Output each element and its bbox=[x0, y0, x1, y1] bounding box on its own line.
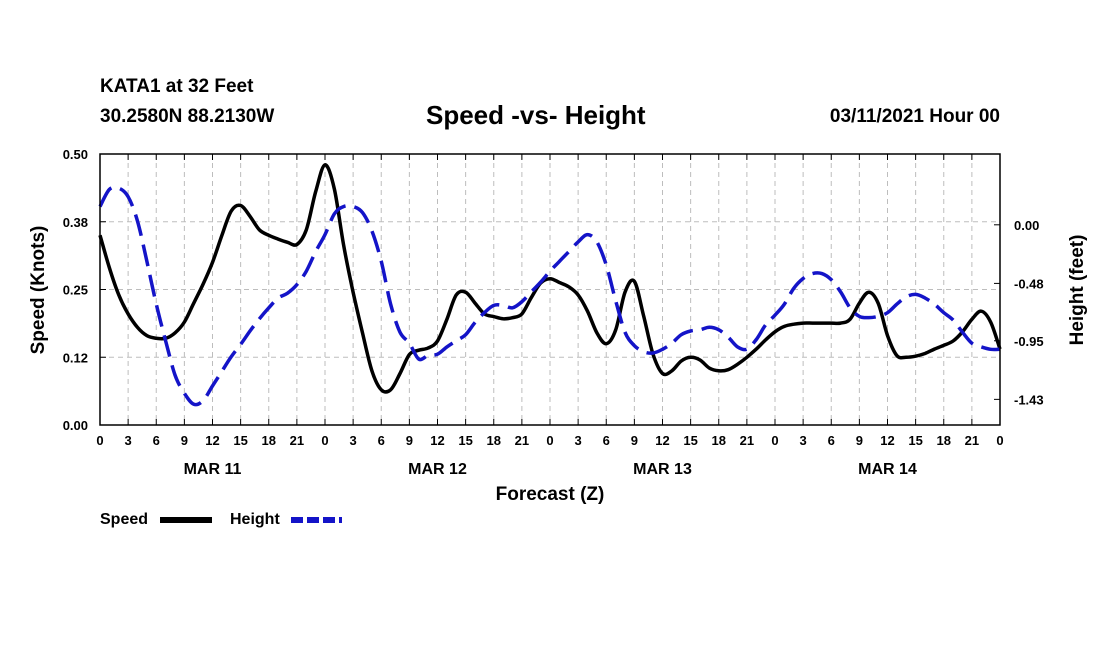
legend-height-label: Height bbox=[230, 511, 280, 528]
label-layer: Forecast (Z) Speed (Knots) Height (feet) bbox=[28, 226, 1088, 505]
x-tick-label: 21 bbox=[965, 433, 979, 448]
y-right-tick-label: 0.00 bbox=[1014, 218, 1039, 233]
x-tick-label: 15 bbox=[233, 433, 247, 448]
day-label: MAR 14 bbox=[858, 461, 917, 478]
x-tick-label: 3 bbox=[350, 433, 357, 448]
x-tick-label: 15 bbox=[458, 433, 472, 448]
x-tick-label: 0 bbox=[96, 433, 103, 448]
y-left-tick-label: 0.00 bbox=[63, 418, 88, 433]
series-line-speed bbox=[98, 163, 1002, 394]
x-tick-label: 0 bbox=[771, 433, 778, 448]
station-coordinates: 30.2580N 88.2130W bbox=[100, 106, 275, 127]
day-label: MAR 11 bbox=[184, 461, 242, 478]
x-tick-label: 21 bbox=[290, 433, 304, 448]
forecast-datestamp: 03/11/2021 Hour 00 bbox=[829, 106, 1000, 127]
series-layer bbox=[98, 163, 1002, 407]
x-tick-label: 18 bbox=[262, 433, 276, 448]
legend-speed-label: Speed bbox=[100, 511, 148, 528]
x-tick-label: 21 bbox=[740, 433, 754, 448]
x-tick-label: 6 bbox=[828, 433, 835, 448]
axis-layer: 0 3 6 9 12 15 18 21 0 3 6 9 12 15 18 21 0 3 6 9 12 15 18 21 0 3 6 9… bbox=[63, 147, 1044, 478]
x-tick-label: 9 bbox=[406, 433, 413, 448]
x-tick-label: 21 bbox=[515, 433, 529, 448]
y-left-tick-label: 0.38 bbox=[63, 215, 88, 230]
x-tick-label: 9 bbox=[856, 433, 863, 448]
x-tick-label: 0 bbox=[321, 433, 328, 448]
y-left-tick-label: 0.50 bbox=[63, 147, 88, 162]
x-tick-label: 0 bbox=[996, 433, 1003, 448]
day-label: MAR 13 bbox=[633, 461, 692, 478]
x-tick-label: 18 bbox=[937, 433, 951, 448]
x-tick-label: 9 bbox=[181, 433, 188, 448]
y-left-tick-label: 0.25 bbox=[63, 283, 88, 298]
x-tick-label: 0 bbox=[546, 433, 553, 448]
x-axis-title: Forecast (Z) bbox=[496, 484, 605, 505]
x-tick-label: 18 bbox=[487, 433, 501, 448]
grid-layer bbox=[100, 154, 1000, 425]
x-tick-label: 6 bbox=[378, 433, 385, 448]
chart-title: Speed -vs- Height bbox=[426, 100, 646, 130]
x-tick-label: 3 bbox=[800, 433, 807, 448]
legend: Speed Height bbox=[100, 511, 342, 528]
y-left-tick-label: 0.12 bbox=[63, 350, 88, 365]
y-axis-right-title: Height (feet) bbox=[1067, 235, 1088, 346]
x-tick-label: 3 bbox=[575, 433, 582, 448]
x-tick-label: 9 bbox=[631, 433, 638, 448]
y-axis-left-title: Speed (Knots) bbox=[28, 226, 49, 355]
x-tick-label: 12 bbox=[655, 433, 669, 448]
x-tick-label: 18 bbox=[712, 433, 726, 448]
y-right-tick-label: -1.43 bbox=[1014, 392, 1044, 407]
x-tick-label: 15 bbox=[908, 433, 922, 448]
y-right-tick-label: -0.48 bbox=[1014, 276, 1044, 291]
series-line-height bbox=[98, 185, 1001, 407]
y-right-tick-label: -0.95 bbox=[1014, 334, 1044, 349]
x-tick-label: 12 bbox=[205, 433, 219, 448]
station-label: KATA1 at 32 Feet bbox=[100, 76, 254, 97]
x-tick-label: 3 bbox=[125, 433, 132, 448]
x-tick-label: 15 bbox=[683, 433, 697, 448]
x-tick-label: 12 bbox=[430, 433, 444, 448]
day-label: MAR 12 bbox=[408, 461, 467, 478]
x-tick-label: 6 bbox=[603, 433, 610, 448]
x-tick-label: 12 bbox=[880, 433, 894, 448]
x-tick-label: 6 bbox=[153, 433, 160, 448]
